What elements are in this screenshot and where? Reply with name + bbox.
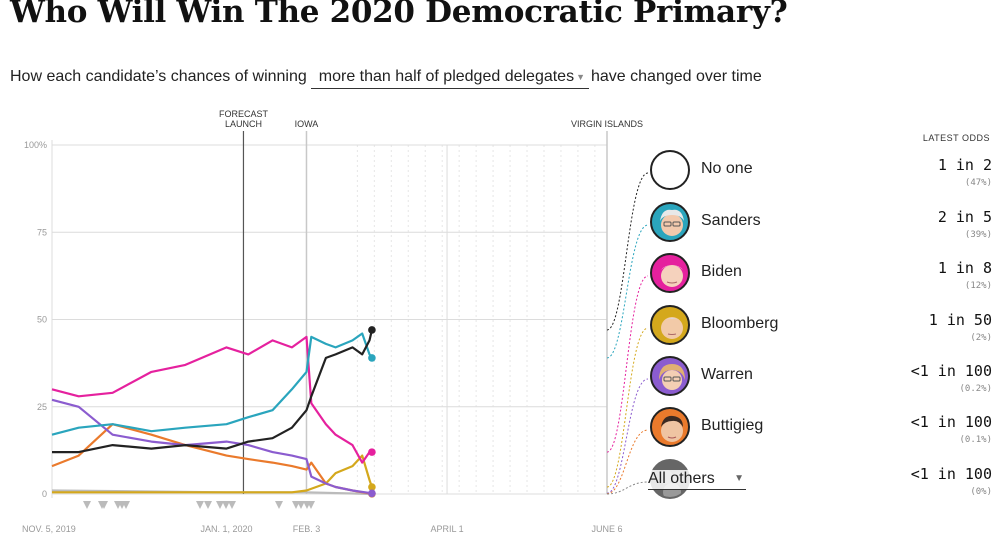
candidate-odds: <1 in 100 <box>910 465 992 483</box>
x-tick-label: JUNE 6 <box>591 524 622 534</box>
legend-connector <box>606 327 649 488</box>
legend-connector <box>606 481 649 495</box>
legend-connector <box>606 378 649 494</box>
candidate-percent: (47%) <box>964 178 992 188</box>
candidate-percent: (39%) <box>964 230 992 240</box>
series-line <box>51 335 372 464</box>
x-tick-label: APRIL 1 <box>430 524 463 534</box>
candidate-odds: 1 in 2 <box>937 156 992 174</box>
primary-marker <box>228 501 236 509</box>
series-line <box>51 332 373 436</box>
primary-marker <box>100 501 108 509</box>
candidate-percent: (0.1%) <box>959 435 992 445</box>
candidate-avatar-icon <box>650 202 690 242</box>
candidate-avatar-icon <box>650 356 690 396</box>
candidate-percent: (0%) <box>970 487 992 497</box>
event-label: FORECAST <box>219 109 269 119</box>
legend-connector <box>606 224 649 359</box>
x-tick-label: JAN. 1, 2020 <box>200 524 252 534</box>
primary-marker <box>222 501 230 509</box>
series-line <box>52 329 373 454</box>
candidate-name: Warren <box>701 366 753 383</box>
primary-marker <box>204 501 212 509</box>
x-tick-label: NOV. 5, 2019 <box>22 524 76 534</box>
primary-marker <box>275 501 283 509</box>
others-dropdown[interactable]: All others ▼ <box>648 470 746 490</box>
page-title: Who Will Win The 2020 Democratic Primary… <box>10 0 788 30</box>
legend-connector <box>606 172 649 331</box>
delegates-dropdown-value: more than half of pledged delegates <box>318 68 575 85</box>
y-tick-label: 75 <box>37 227 47 237</box>
event-label: VIRGIN ISLANDS <box>571 119 643 129</box>
candidate-percent: (2%) <box>970 333 992 343</box>
y-tick-label: 50 <box>37 315 47 325</box>
chevron-down-icon: ▼ <box>576 72 585 82</box>
primary-marker <box>297 501 305 509</box>
event-label: IOWA <box>295 119 319 129</box>
series-line <box>51 398 373 495</box>
candidate-name: Buttigieg <box>701 417 764 434</box>
legend-item-biden: Biden 1 in 8 (12%) <box>648 251 992 301</box>
y-tick-label: 25 <box>37 402 47 412</box>
primary-marker <box>307 501 315 509</box>
candidate-odds: 2 in 5 <box>937 208 992 226</box>
candidate-name: Sanders <box>701 212 761 229</box>
primary-marker <box>196 501 204 509</box>
candidate-name: No one <box>701 160 753 177</box>
primary-marker <box>216 501 224 509</box>
candidate-avatar-icon <box>650 407 690 447</box>
legend-item-no-one: No one 1 in 2 (47%) <box>648 148 992 198</box>
legend-item-sanders: Sanders 2 in 5 (39%) <box>648 200 992 250</box>
legend-item-buttigieg: Buttigieg <1 in 100 (0.1%) <box>648 405 992 455</box>
y-tick-label: 100% <box>24 140 47 150</box>
candidate-avatar-icon <box>650 253 690 293</box>
legend-connector <box>606 275 649 453</box>
series-end-dot <box>368 483 376 491</box>
primary-marker <box>83 501 91 509</box>
candidate-percent: (0.2%) <box>959 384 992 394</box>
series-end-dot <box>368 326 376 334</box>
others-dropdown-value: All others <box>648 470 715 487</box>
series-end-dot <box>368 448 376 456</box>
candidate-name: Biden <box>701 263 742 280</box>
subtitle: How each candidate’s chances of winning m… <box>10 68 762 89</box>
candidate-percent: (12%) <box>964 281 992 291</box>
subtitle-before: How each candidate’s chances of winning <box>10 68 307 85</box>
primary-marker <box>122 501 130 509</box>
candidate-odds: <1 in 100 <box>910 362 992 380</box>
series-line <box>52 454 373 494</box>
chevron-down-icon: ▼ <box>734 473 744 484</box>
legend-connector <box>606 429 649 495</box>
legend-item-bloomberg: Bloomberg 1 in 50 (2%) <box>648 303 992 353</box>
subtitle-after: have changed over time <box>591 68 762 85</box>
series-end-dot <box>368 354 376 362</box>
candidate-name: Bloomberg <box>701 315 779 332</box>
x-tick-label: FEB. 3 <box>293 524 321 534</box>
candidate-odds: <1 in 100 <box>910 413 992 431</box>
y-tick-label: 0 <box>42 489 47 499</box>
candidate-odds: 1 in 50 <box>928 311 992 329</box>
delegates-dropdown[interactable]: more than half of pledged delegates ▼ <box>310 68 589 89</box>
legend-item-warren: Warren <1 in 100 (0.2%) <box>648 354 992 404</box>
candidate-odds: 1 in 8 <box>937 259 992 277</box>
series-end-dot <box>368 489 376 498</box>
empty-avatar-icon <box>650 150 690 190</box>
candidate-avatar-icon <box>650 305 690 345</box>
latest-odds-header: LATEST ODDS <box>922 133 990 143</box>
event-label: LAUNCH <box>225 119 262 129</box>
